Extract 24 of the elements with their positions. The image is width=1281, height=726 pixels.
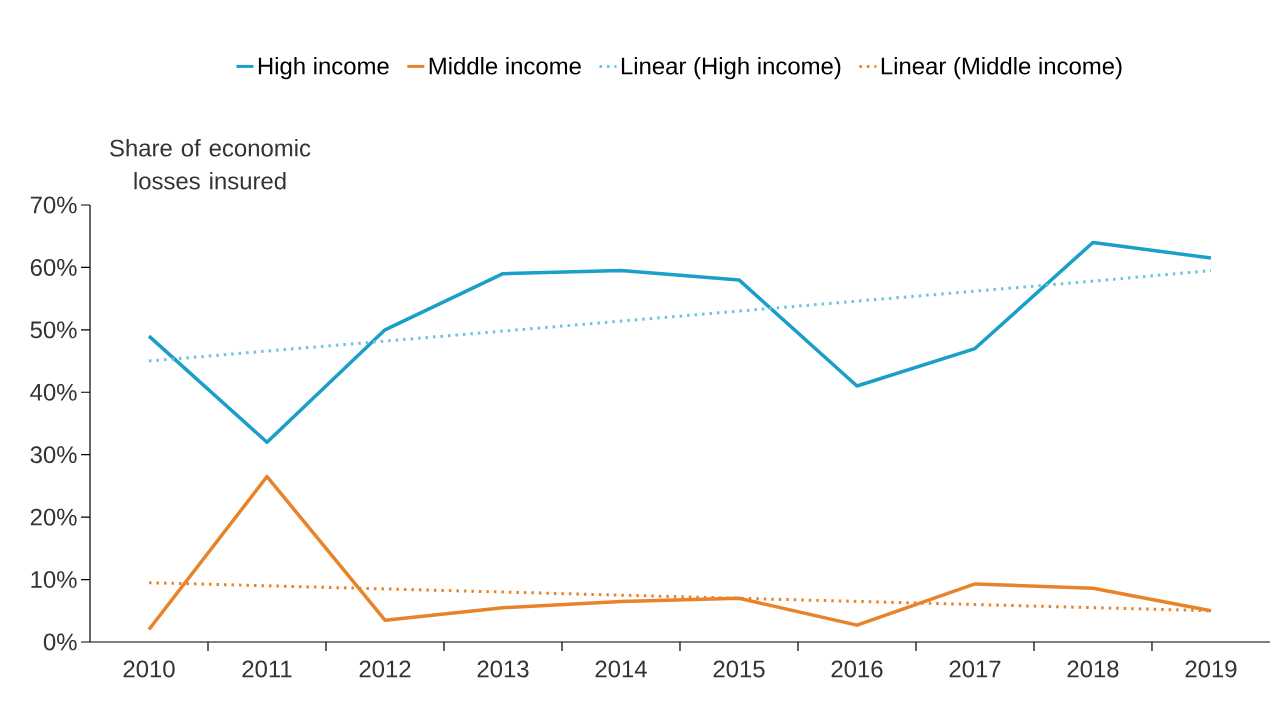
x-tick-label: 2014 (595, 660, 647, 678)
y-tick-label: 30% (30, 446, 77, 464)
x-tick-label: 2010 (123, 660, 175, 678)
x-tick-label: 2018 (1067, 660, 1119, 678)
x-tick-label: 2013 (477, 660, 529, 678)
y-tick-label: 10% (31, 571, 77, 589)
x-tick-label: 2015 (713, 660, 765, 678)
y-tick-label: 0% (43, 633, 77, 651)
x-tick-label: 2011 (242, 660, 292, 678)
x-tick-label: 2012 (359, 660, 411, 678)
line-series (147, 240, 1213, 444)
y-axis-title: Share of economic losses insured (110, 139, 311, 190)
legend-label: Linear (Middle income) (881, 56, 1122, 80)
y-tick-label: 40% (30, 383, 77, 401)
y-tick-label: 60% (30, 258, 77, 276)
y-tick-label: 70% (30, 196, 77, 214)
y-tick-label: 20% (30, 508, 77, 526)
x-tick-label: 2017 (949, 660, 1001, 678)
x-tick-label: 2019 (1185, 660, 1237, 678)
legend-label: High income (258, 56, 389, 80)
legend-label: Linear (High income) (621, 56, 841, 80)
legend-label: Middle income (429, 56, 581, 75)
x-tick-label: 2016 (831, 660, 883, 678)
y-tick-label: 50% (30, 321, 77, 339)
